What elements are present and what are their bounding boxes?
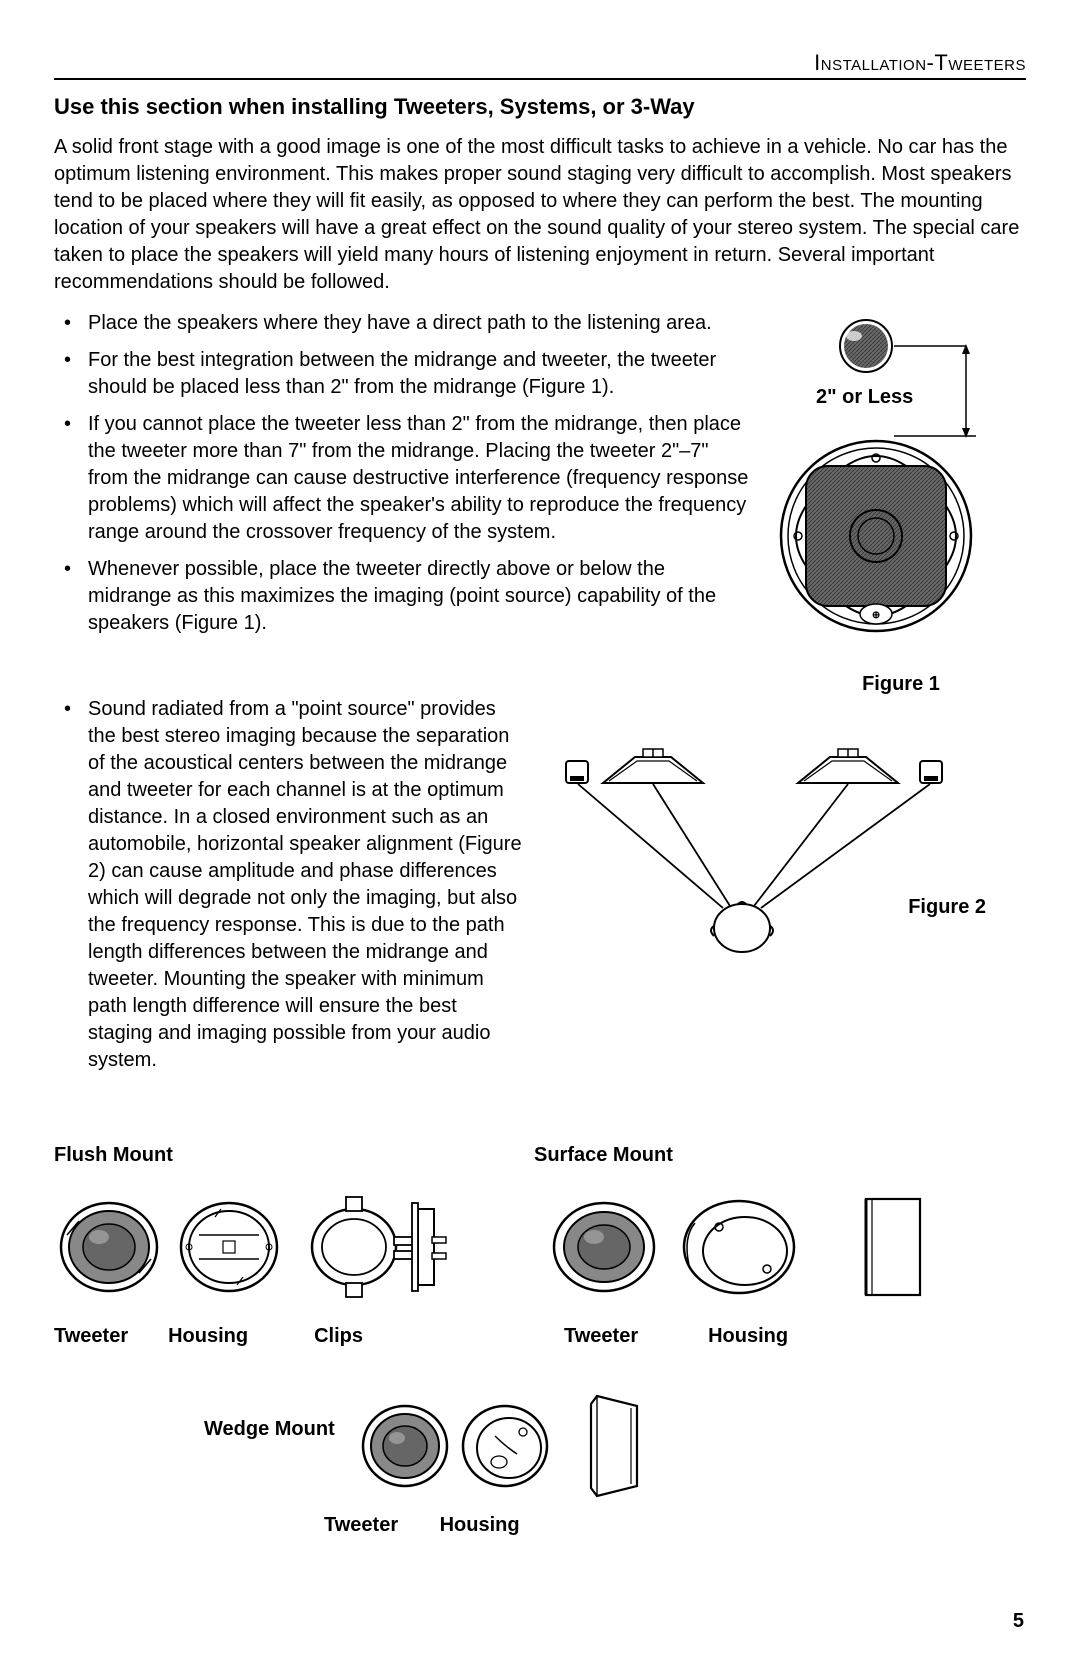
wedge-mount-title: Wedge Mount <box>204 1388 335 1441</box>
surface-label-tweeter: Tweeter <box>564 1325 638 1348</box>
bullet-item: Place the speakers where they have a dir… <box>88 310 752 337</box>
bullet-item: Whenever possible, place the tweeter dir… <box>88 556 752 637</box>
page-number: 5 <box>1013 1610 1024 1633</box>
fig1-caption: Figure 1 <box>776 673 1026 696</box>
svg-text:⊕: ⊕ <box>872 610 880 621</box>
surface-label-housing: Housing <box>708 1325 788 1348</box>
flush-label-housing: Housing <box>168 1325 248 1348</box>
section-title: Use this section when installing Tweeter… <box>54 94 1026 120</box>
bullet-item: If you cannot place the tweeter less tha… <box>88 411 752 546</box>
flush-mount-title: Flush Mount <box>54 1144 454 1167</box>
figure-2: Figure 2 <box>548 696 1026 1084</box>
surface-mount-title: Surface Mount <box>534 1144 954 1167</box>
bullet-item: For the best integration between the mid… <box>88 347 752 401</box>
wedge-label-tweeter: Tweeter <box>324 1514 434 1537</box>
mount-diagrams: Flush Mount <box>54 1144 1026 1537</box>
bullet-item: Sound radiated from a "point source" pro… <box>88 696 524 1074</box>
intro-paragraph: A solid front stage with a good image is… <box>54 134 1026 296</box>
flush-label-tweeter: Tweeter <box>54 1325 128 1348</box>
fig2-caption: Figure 2 <box>548 896 1026 919</box>
fig1-dimension-label: 2" or Less <box>816 386 926 409</box>
bullet-list-a: Place the speakers where they have a dir… <box>54 310 752 637</box>
wedge-label-housing: Housing <box>440 1514 520 1536</box>
flush-label-clips: Clips <box>314 1325 363 1348</box>
bullet-list-b: Sound radiated from a "point source" pro… <box>54 696 524 1074</box>
figure-1: ⊕ 2" or Less Figure 1 <box>776 310 1026 696</box>
page-header: Installation-Tweeters <box>54 50 1026 80</box>
header-text: Installation-Tweeters <box>814 50 1026 75</box>
